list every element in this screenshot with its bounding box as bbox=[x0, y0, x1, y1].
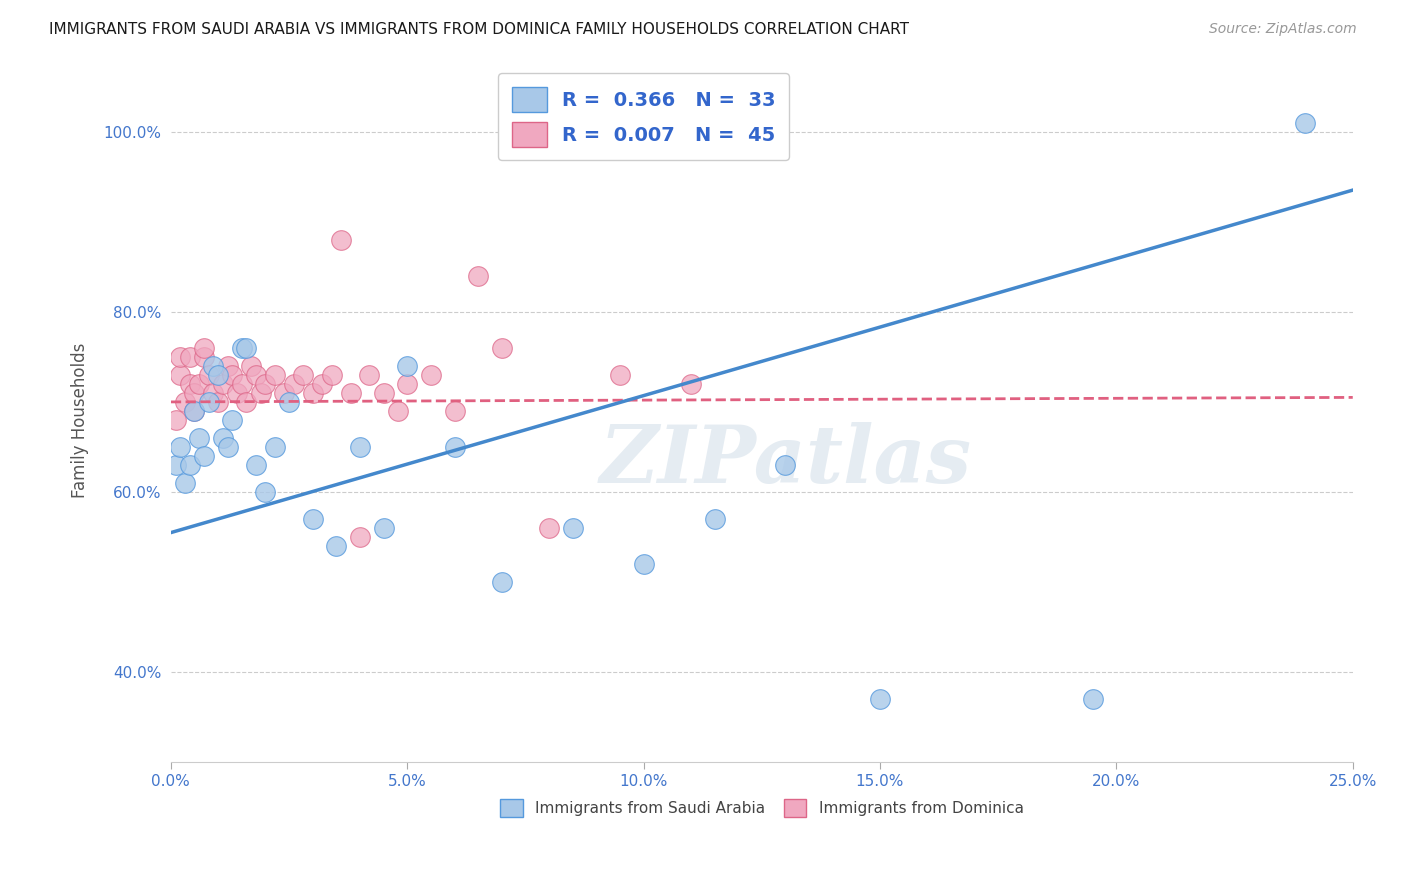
Point bbox=[169, 350, 191, 364]
Point bbox=[231, 376, 253, 391]
Point bbox=[679, 376, 702, 391]
Point bbox=[193, 350, 215, 364]
Point bbox=[249, 385, 271, 400]
Point bbox=[633, 557, 655, 571]
Point bbox=[221, 413, 243, 427]
Point bbox=[396, 376, 419, 391]
Legend: Immigrants from Saudi Arabia, Immigrants from Dominica: Immigrants from Saudi Arabia, Immigrants… bbox=[494, 792, 1029, 823]
Point bbox=[775, 458, 797, 472]
Point bbox=[212, 431, 235, 445]
Text: ZIPatlas: ZIPatlas bbox=[599, 422, 972, 500]
Point bbox=[193, 341, 215, 355]
Point bbox=[254, 376, 277, 391]
Text: Source: ZipAtlas.com: Source: ZipAtlas.com bbox=[1209, 22, 1357, 37]
Point bbox=[263, 440, 285, 454]
Point bbox=[202, 385, 225, 400]
Point bbox=[245, 458, 267, 472]
Point bbox=[221, 368, 243, 382]
Point bbox=[349, 440, 371, 454]
Point bbox=[207, 368, 229, 382]
Point bbox=[373, 521, 395, 535]
Point bbox=[278, 395, 301, 409]
Y-axis label: Family Households: Family Households bbox=[72, 343, 89, 498]
Point bbox=[183, 404, 205, 418]
Point bbox=[359, 368, 381, 382]
Point bbox=[703, 512, 725, 526]
Point bbox=[561, 521, 583, 535]
Point bbox=[283, 376, 305, 391]
Point bbox=[325, 539, 347, 553]
Point bbox=[212, 376, 235, 391]
Point bbox=[467, 268, 489, 283]
Point bbox=[217, 440, 239, 454]
Point bbox=[443, 440, 465, 454]
Point bbox=[321, 368, 343, 382]
Point bbox=[202, 359, 225, 373]
Point bbox=[179, 376, 201, 391]
Point bbox=[491, 341, 513, 355]
Point bbox=[311, 376, 333, 391]
Point bbox=[419, 368, 441, 382]
Point bbox=[169, 368, 191, 382]
Point bbox=[292, 368, 315, 382]
Point bbox=[491, 575, 513, 590]
Point bbox=[207, 395, 229, 409]
Point bbox=[217, 359, 239, 373]
Point bbox=[197, 368, 219, 382]
Point bbox=[301, 385, 323, 400]
Point bbox=[179, 350, 201, 364]
Point bbox=[1081, 692, 1104, 706]
Point bbox=[373, 385, 395, 400]
Point bbox=[165, 458, 187, 472]
Point bbox=[235, 341, 257, 355]
Point bbox=[235, 395, 257, 409]
Point bbox=[240, 359, 263, 373]
Point bbox=[174, 395, 197, 409]
Point bbox=[387, 404, 409, 418]
Point bbox=[197, 395, 219, 409]
Point bbox=[174, 476, 197, 491]
Point bbox=[1295, 115, 1317, 129]
Point bbox=[188, 376, 211, 391]
Point bbox=[538, 521, 561, 535]
Point bbox=[349, 530, 371, 544]
Point bbox=[179, 458, 201, 472]
Point bbox=[443, 404, 465, 418]
Point bbox=[169, 440, 191, 454]
Point bbox=[609, 368, 631, 382]
Point bbox=[245, 368, 267, 382]
Point bbox=[396, 359, 419, 373]
Point bbox=[301, 512, 323, 526]
Point bbox=[273, 385, 295, 400]
Point bbox=[193, 449, 215, 463]
Point bbox=[869, 692, 891, 706]
Point bbox=[183, 404, 205, 418]
Point bbox=[188, 431, 211, 445]
Point bbox=[226, 385, 249, 400]
Point bbox=[339, 385, 361, 400]
Point bbox=[330, 233, 353, 247]
Point bbox=[183, 385, 205, 400]
Point bbox=[231, 341, 253, 355]
Point bbox=[165, 413, 187, 427]
Point bbox=[254, 485, 277, 500]
Text: IMMIGRANTS FROM SAUDI ARABIA VS IMMIGRANTS FROM DOMINICA FAMILY HOUSEHOLDS CORRE: IMMIGRANTS FROM SAUDI ARABIA VS IMMIGRAN… bbox=[49, 22, 910, 37]
Point bbox=[263, 368, 285, 382]
